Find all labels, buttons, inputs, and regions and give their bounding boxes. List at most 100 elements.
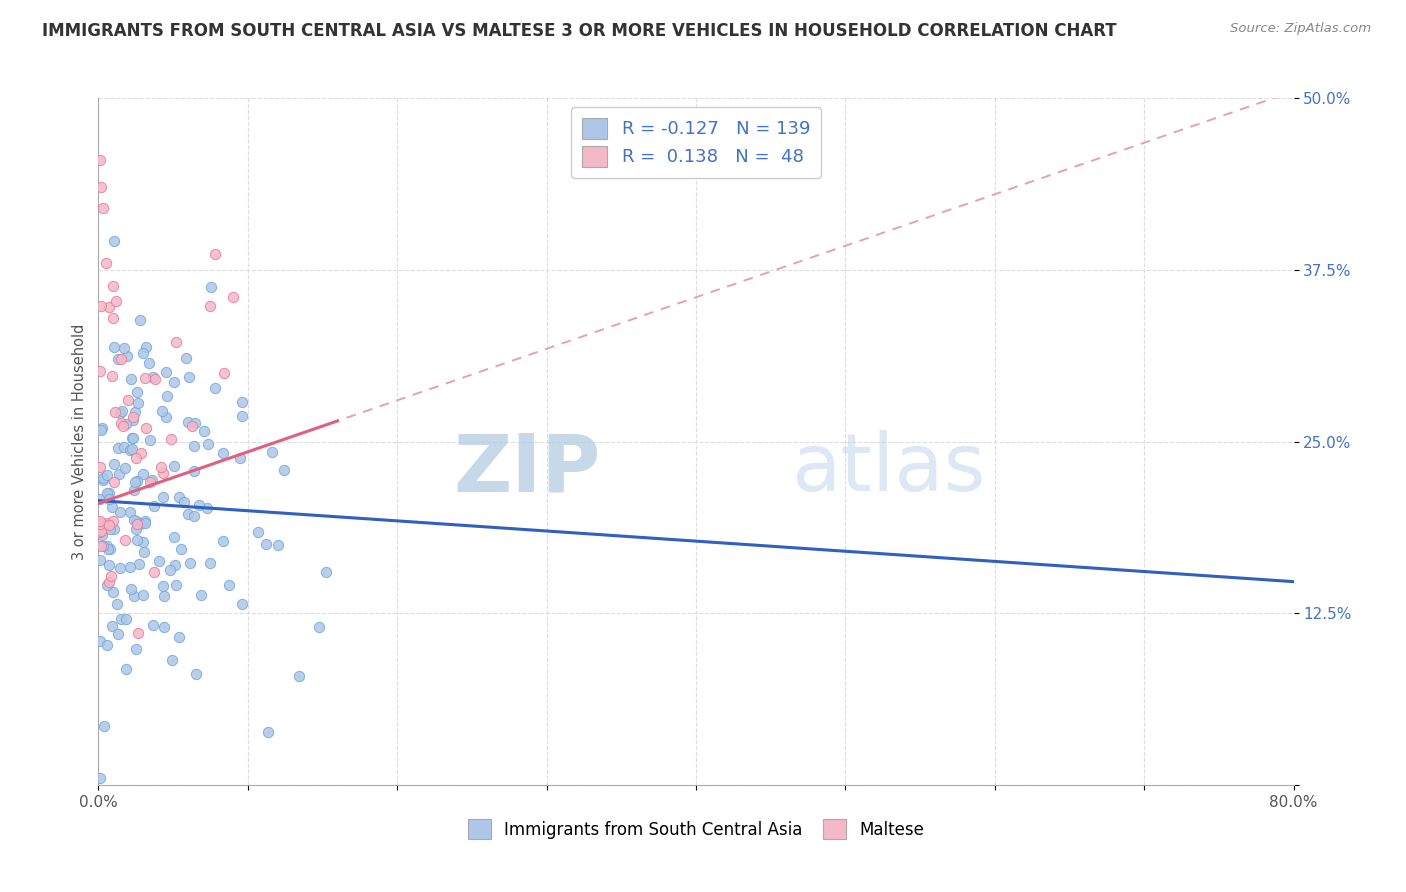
Point	[257, 724, 280, 739]
Point	[120, 372, 142, 386]
Point	[114, 461, 136, 475]
Point	[124, 514, 146, 528]
Point	[90, 421, 112, 435]
Point	[104, 294, 127, 309]
Point	[308, 620, 330, 634]
Point	[89, 771, 111, 785]
Point	[163, 376, 186, 390]
Point	[229, 450, 252, 465]
Point	[96, 486, 118, 500]
Point	[90, 423, 112, 437]
Point	[197, 437, 219, 451]
Point	[152, 490, 174, 504]
Point	[103, 458, 125, 472]
Point	[163, 530, 186, 544]
Point	[143, 372, 166, 386]
Point	[97, 516, 120, 530]
Point	[98, 575, 121, 590]
Point	[111, 404, 134, 418]
Point	[153, 620, 176, 634]
Point	[120, 582, 142, 597]
Point	[148, 554, 170, 568]
Point	[89, 552, 111, 566]
Point	[98, 541, 121, 556]
Legend: Immigrants from South Central Asia, Maltese: Immigrants from South Central Asia, Malt…	[461, 813, 931, 846]
Point	[152, 578, 174, 592]
Point	[98, 491, 121, 506]
Point	[114, 417, 136, 431]
Point	[89, 514, 111, 528]
Point	[124, 450, 146, 465]
Point	[204, 381, 226, 395]
Point	[121, 442, 143, 457]
Point	[152, 404, 174, 418]
Text: atlas: atlas	[792, 430, 986, 508]
Point	[198, 556, 221, 570]
Point	[114, 533, 136, 547]
Text: Source: ZipAtlas.com: Source: ZipAtlas.com	[1230, 22, 1371, 36]
Point	[103, 522, 125, 536]
Point	[107, 467, 129, 481]
Point	[101, 278, 124, 293]
Point	[212, 534, 235, 549]
Point	[152, 467, 174, 481]
Point	[98, 486, 121, 500]
Point	[90, 299, 112, 313]
Point	[231, 409, 253, 423]
Point	[218, 577, 240, 591]
Point	[90, 528, 112, 542]
Point	[190, 588, 212, 602]
Point	[103, 475, 125, 489]
Point	[89, 524, 111, 539]
Point	[159, 563, 181, 577]
Point	[89, 491, 111, 506]
Point	[129, 445, 152, 459]
Point	[165, 558, 187, 573]
Point	[127, 626, 149, 640]
Point	[98, 558, 121, 572]
Point	[100, 500, 122, 514]
Point	[135, 341, 157, 355]
Point	[200, 279, 222, 293]
Point	[125, 385, 148, 400]
Point	[107, 442, 129, 456]
Point	[115, 662, 138, 676]
Point	[184, 416, 207, 430]
Point	[110, 612, 132, 626]
Point	[129, 313, 152, 327]
Point	[231, 395, 253, 409]
Point	[89, 516, 111, 531]
Point	[125, 516, 148, 531]
Point	[193, 425, 215, 439]
Point	[89, 459, 111, 474]
Point	[167, 490, 190, 504]
Point	[128, 558, 150, 572]
Point	[120, 560, 142, 574]
Point	[96, 578, 118, 592]
Point	[110, 561, 132, 575]
Point	[131, 346, 153, 360]
Point	[112, 341, 135, 355]
Point	[94, 256, 117, 270]
Point	[117, 393, 139, 408]
Point	[115, 612, 138, 626]
Point	[91, 201, 114, 215]
Point	[183, 464, 205, 478]
Point	[156, 389, 179, 403]
Point	[90, 539, 112, 553]
Point	[122, 431, 145, 445]
Point	[107, 627, 129, 641]
Point	[124, 589, 146, 603]
Point	[124, 475, 146, 490]
Point	[115, 349, 138, 363]
Point	[124, 405, 146, 419]
Point	[124, 522, 146, 536]
Point	[143, 565, 166, 579]
Point	[97, 301, 120, 315]
Point	[122, 409, 145, 424]
Point	[91, 516, 114, 531]
Point	[143, 499, 166, 513]
Point	[177, 370, 200, 384]
Text: IMMIGRANTS FROM SOUTH CENTRAL ASIA VS MALTESE 3 OR MORE VEHICLES IN HOUSEHOLD CO: IMMIGRANTS FROM SOUTH CENTRAL ASIA VS MA…	[42, 22, 1116, 40]
Point	[195, 501, 218, 516]
